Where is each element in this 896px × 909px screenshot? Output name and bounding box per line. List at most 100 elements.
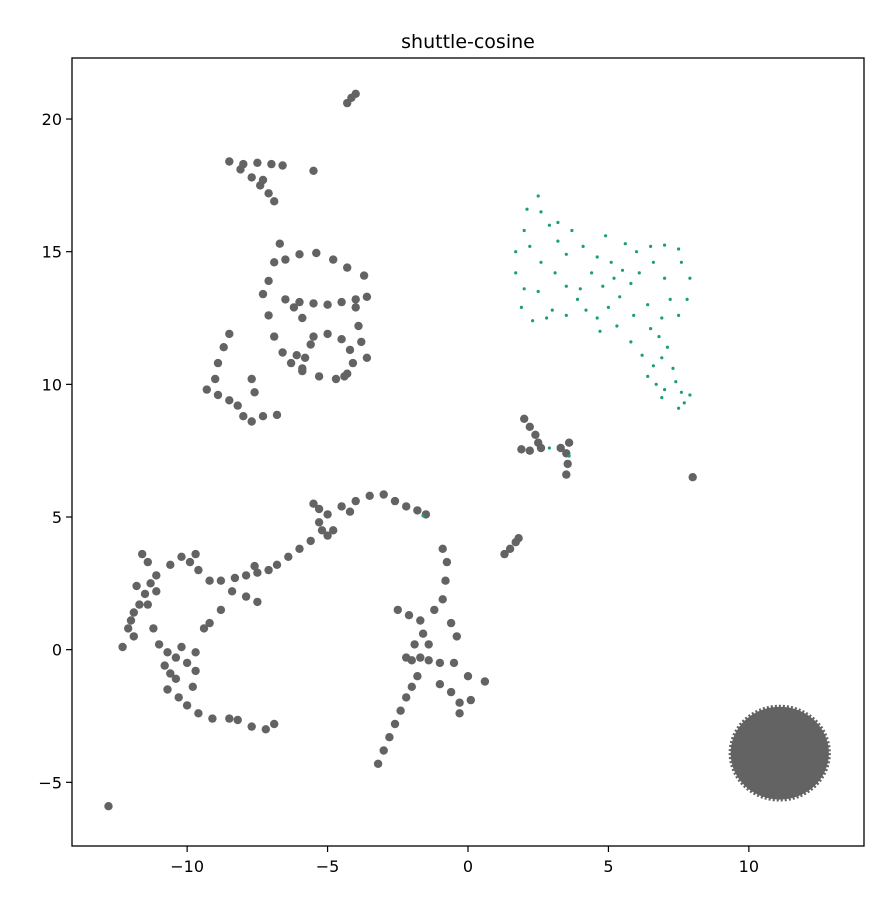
data-point	[337, 297, 346, 307]
data-point	[402, 502, 411, 511]
data-point	[407, 682, 416, 691]
x-tick-label: −5	[316, 857, 340, 876]
data-point	[522, 287, 526, 291]
data-point	[132, 581, 141, 591]
data-point	[442, 557, 452, 567]
data-point	[609, 260, 613, 264]
data-point	[455, 709, 464, 718]
data-point	[416, 616, 425, 625]
data-point	[396, 706, 405, 715]
data-point	[312, 248, 321, 258]
data-point	[416, 653, 425, 662]
data-point	[466, 695, 475, 705]
data-point	[258, 175, 268, 185]
data-point	[323, 300, 332, 309]
data-point	[272, 560, 282, 569]
data-point	[295, 544, 304, 553]
data-point	[480, 677, 490, 686]
data-point	[323, 510, 332, 519]
data-point	[556, 220, 560, 225]
data-point	[362, 292, 372, 301]
data-point	[194, 565, 203, 575]
data-point	[601, 284, 605, 288]
data-point	[205, 576, 214, 585]
data-point	[632, 313, 636, 317]
data-point	[154, 640, 164, 649]
data-point	[241, 592, 251, 601]
data-point	[264, 565, 273, 575]
data-point	[463, 672, 473, 681]
data-point	[309, 299, 318, 308]
data-point	[298, 364, 307, 373]
data-point	[351, 303, 360, 312]
data-point	[314, 504, 324, 514]
data-point	[233, 401, 242, 410]
data-point	[379, 746, 388, 755]
data-point	[351, 295, 360, 304]
data-point	[564, 252, 568, 256]
data-point	[520, 414, 529, 423]
data-point	[455, 698, 464, 707]
x-tick-label: 0	[463, 857, 473, 876]
data-point	[188, 682, 197, 691]
data-point	[281, 255, 290, 264]
data-point	[649, 244, 653, 248]
data-point	[345, 345, 355, 355]
data-point	[547, 223, 552, 227]
data-point	[337, 502, 346, 511]
data-point	[300, 353, 310, 362]
data-point	[629, 340, 633, 344]
data-point	[149, 624, 158, 633]
data-point	[118, 642, 127, 652]
y-tick-label: 10	[42, 375, 62, 394]
data-point	[547, 446, 552, 450]
data-point	[500, 549, 509, 559]
data-point	[278, 348, 287, 357]
data-point	[525, 207, 529, 211]
data-point	[219, 343, 228, 352]
data-point	[688, 393, 692, 397]
data-point	[177, 552, 186, 561]
data-point	[623, 242, 627, 246]
data-point	[449, 658, 459, 668]
data-point	[606, 305, 611, 309]
data-point	[241, 571, 251, 580]
data-point	[514, 250, 518, 254]
data-point	[615, 324, 619, 328]
data-point	[174, 693, 183, 702]
data-point	[323, 329, 332, 339]
data-point	[404, 611, 414, 620]
data-point	[570, 228, 574, 233]
data-point	[660, 396, 664, 400]
data-point	[199, 624, 209, 633]
data-point	[275, 239, 284, 248]
data-point	[402, 693, 411, 702]
data-point	[166, 560, 175, 569]
data-point	[264, 189, 273, 198]
plot-area	[104, 89, 831, 811]
data-point	[410, 640, 419, 649]
data-point	[677, 313, 681, 317]
data-point	[539, 260, 543, 264]
data-point	[685, 297, 689, 301]
data-point	[104, 802, 113, 811]
data-point	[536, 443, 546, 453]
data-point	[351, 89, 360, 99]
data-point	[239, 159, 248, 169]
data-point	[668, 297, 672, 301]
data-point	[575, 297, 580, 301]
data-point	[253, 158, 262, 167]
data-point	[270, 332, 279, 341]
data-point	[281, 295, 290, 304]
data-point	[309, 166, 318, 175]
data-point	[536, 194, 540, 198]
data-point	[595, 316, 599, 320]
data-point	[216, 576, 226, 585]
data-point	[138, 549, 147, 559]
data-point	[295, 297, 304, 307]
data-point	[679, 260, 684, 264]
data-point	[314, 372, 324, 381]
data-point	[258, 412, 268, 421]
data-point	[343, 369, 352, 378]
data-point	[578, 287, 582, 291]
